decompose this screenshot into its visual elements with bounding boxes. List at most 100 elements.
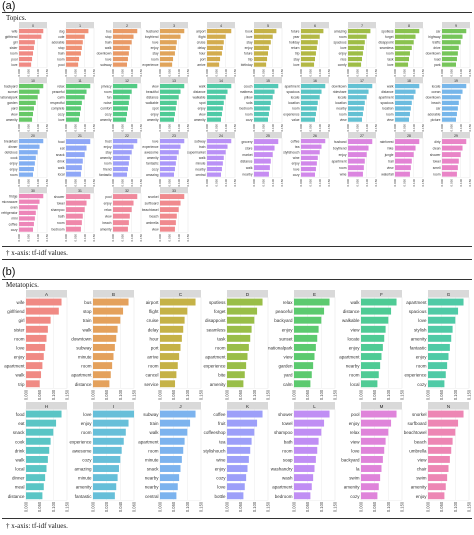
a-strip-14 bbox=[207, 77, 235, 84]
b-label-1-8: apartment bbox=[71, 373, 92, 378]
a-label-16-1: spacious bbox=[286, 90, 299, 94]
a-bar-9-6 bbox=[442, 62, 456, 67]
b-strip-2 bbox=[160, 290, 201, 298]
a-bar-29-4 bbox=[442, 165, 458, 171]
b-label-10-7: cozy bbox=[216, 476, 226, 481]
a-label-11-1: peaceful bbox=[52, 90, 65, 94]
b-bar-1-9 bbox=[93, 380, 110, 388]
a-bar-25-1 bbox=[254, 145, 275, 151]
a-tick-8-3: 0.150 bbox=[421, 69, 425, 77]
panel-b-top-rule bbox=[2, 279, 472, 280]
a-tick-33-0: 0.000 bbox=[158, 234, 162, 242]
a-bar-8-0 bbox=[395, 28, 420, 34]
a-bar-13-5 bbox=[160, 111, 175, 117]
a-label-27-3: apartment bbox=[332, 160, 347, 164]
a-label-10-2: nationalpark bbox=[0, 96, 18, 100]
a-tick-26-3: 0.150 bbox=[327, 179, 331, 187]
b-bar-5-5 bbox=[361, 343, 383, 351]
a-bar-2-0 bbox=[113, 28, 138, 34]
a-bar-28-5 bbox=[395, 171, 410, 177]
a-label-8-0: spotless bbox=[381, 29, 393, 33]
a-tick-25-3: 0.150 bbox=[280, 179, 284, 187]
a-bar-22-3 bbox=[113, 155, 130, 160]
b-label-2-0: airport bbox=[146, 300, 160, 305]
b-label-8-4: awesome bbox=[72, 448, 92, 453]
a-tick-1-3: 0.150 bbox=[92, 69, 96, 77]
a-bar-5-5 bbox=[254, 56, 268, 62]
a-bar-7-6 bbox=[348, 62, 362, 67]
a-bar-1-0 bbox=[66, 28, 89, 34]
a-label-30-5: coffee bbox=[9, 222, 18, 226]
a-label-5-2: stay bbox=[246, 41, 252, 45]
a-bar-6-1 bbox=[301, 34, 320, 39]
a-bar-0-6 bbox=[19, 62, 32, 67]
a-bar-15-2 bbox=[254, 95, 273, 100]
a-label-26-2: stylishouch bbox=[283, 151, 299, 155]
a-label-14-3: spot bbox=[199, 101, 205, 105]
a-bar-27-5 bbox=[348, 171, 363, 177]
a-label-24-2: supermarket bbox=[187, 151, 205, 155]
a-bar-19-0 bbox=[442, 83, 467, 89]
a-tick-8-2: 0.100 bbox=[412, 69, 416, 77]
a-tick-5-3: 0.150 bbox=[280, 69, 284, 77]
b-label-7-5: walk bbox=[15, 457, 25, 462]
a-bar-17-2 bbox=[348, 95, 367, 100]
b-label-3-6: apartment bbox=[205, 355, 226, 360]
b-bar-0-3 bbox=[26, 325, 48, 333]
a-bar-0-3 bbox=[19, 45, 34, 50]
a-bar-12-4 bbox=[113, 106, 128, 111]
b-bar-6-2 bbox=[428, 316, 456, 324]
a-bar-16-4 bbox=[301, 106, 317, 111]
a-label-6-2: holiday bbox=[289, 41, 300, 45]
a-bar-10-4 bbox=[19, 106, 34, 111]
a-bar-12-2 bbox=[113, 95, 130, 100]
a-strip-title-21: 21 bbox=[78, 134, 82, 138]
a-label-29-4: smell bbox=[433, 166, 441, 170]
a-label-11-0: relax bbox=[57, 84, 64, 88]
b-label-12-1: enjoy bbox=[349, 421, 361, 426]
b-bar-5-0 bbox=[361, 298, 397, 306]
b-bar-10-1 bbox=[227, 419, 258, 427]
a-label-29-1: clean bbox=[433, 147, 441, 151]
b-label-5-8: room bbox=[349, 373, 360, 378]
a-label-24-4: minute bbox=[196, 162, 206, 166]
a-bar-10-2 bbox=[19, 95, 38, 100]
a-plot-bg-28 bbox=[394, 138, 424, 178]
b-label-9-4: room bbox=[148, 448, 159, 453]
a-label-9-0: car bbox=[436, 29, 441, 33]
a-tick-7-1: 0.050 bbox=[355, 69, 359, 77]
b-tick-2-1: 0.050 bbox=[171, 389, 176, 400]
a-bar-11-1 bbox=[66, 89, 87, 94]
a-strip-10 bbox=[19, 77, 47, 84]
b-tick-9-1: 0.050 bbox=[171, 501, 176, 512]
a-bar-18-3 bbox=[395, 100, 412, 105]
b-tick-8-3: 0.060 bbox=[132, 501, 137, 512]
a-bar-4-3 bbox=[207, 45, 223, 50]
a-label-1-0: dog bbox=[59, 29, 65, 33]
b-label-5-3: view bbox=[350, 327, 360, 332]
a-bar-9-1 bbox=[442, 34, 463, 39]
a-label-17-2: locate bbox=[338, 96, 347, 100]
a-bar-10-0 bbox=[19, 83, 44, 89]
a-bar-0-0 bbox=[19, 28, 44, 34]
b-bar-0-8 bbox=[26, 371, 42, 379]
a-label-11-5: cozy bbox=[58, 112, 65, 116]
b-bar-12-2 bbox=[361, 428, 389, 436]
a-tick-31-0: 0.000 bbox=[64, 234, 68, 242]
b-bar-7-0 bbox=[26, 410, 62, 418]
b-bar-2-7 bbox=[160, 362, 178, 370]
b-label-10-2: coffeeshop bbox=[204, 430, 226, 435]
b-bar-8-7 bbox=[93, 474, 118, 482]
a-bar-10-1 bbox=[19, 89, 40, 94]
a-label-4-2: cruise bbox=[197, 41, 206, 45]
a-bar-31-2 bbox=[66, 207, 85, 213]
a-bar-32-2 bbox=[113, 207, 132, 213]
a-bar-24-2 bbox=[207, 150, 226, 155]
a-strip-title-30: 30 bbox=[31, 189, 35, 193]
a-bar-16-0 bbox=[301, 83, 326, 89]
a-label-30-6: cozy bbox=[11, 228, 18, 232]
